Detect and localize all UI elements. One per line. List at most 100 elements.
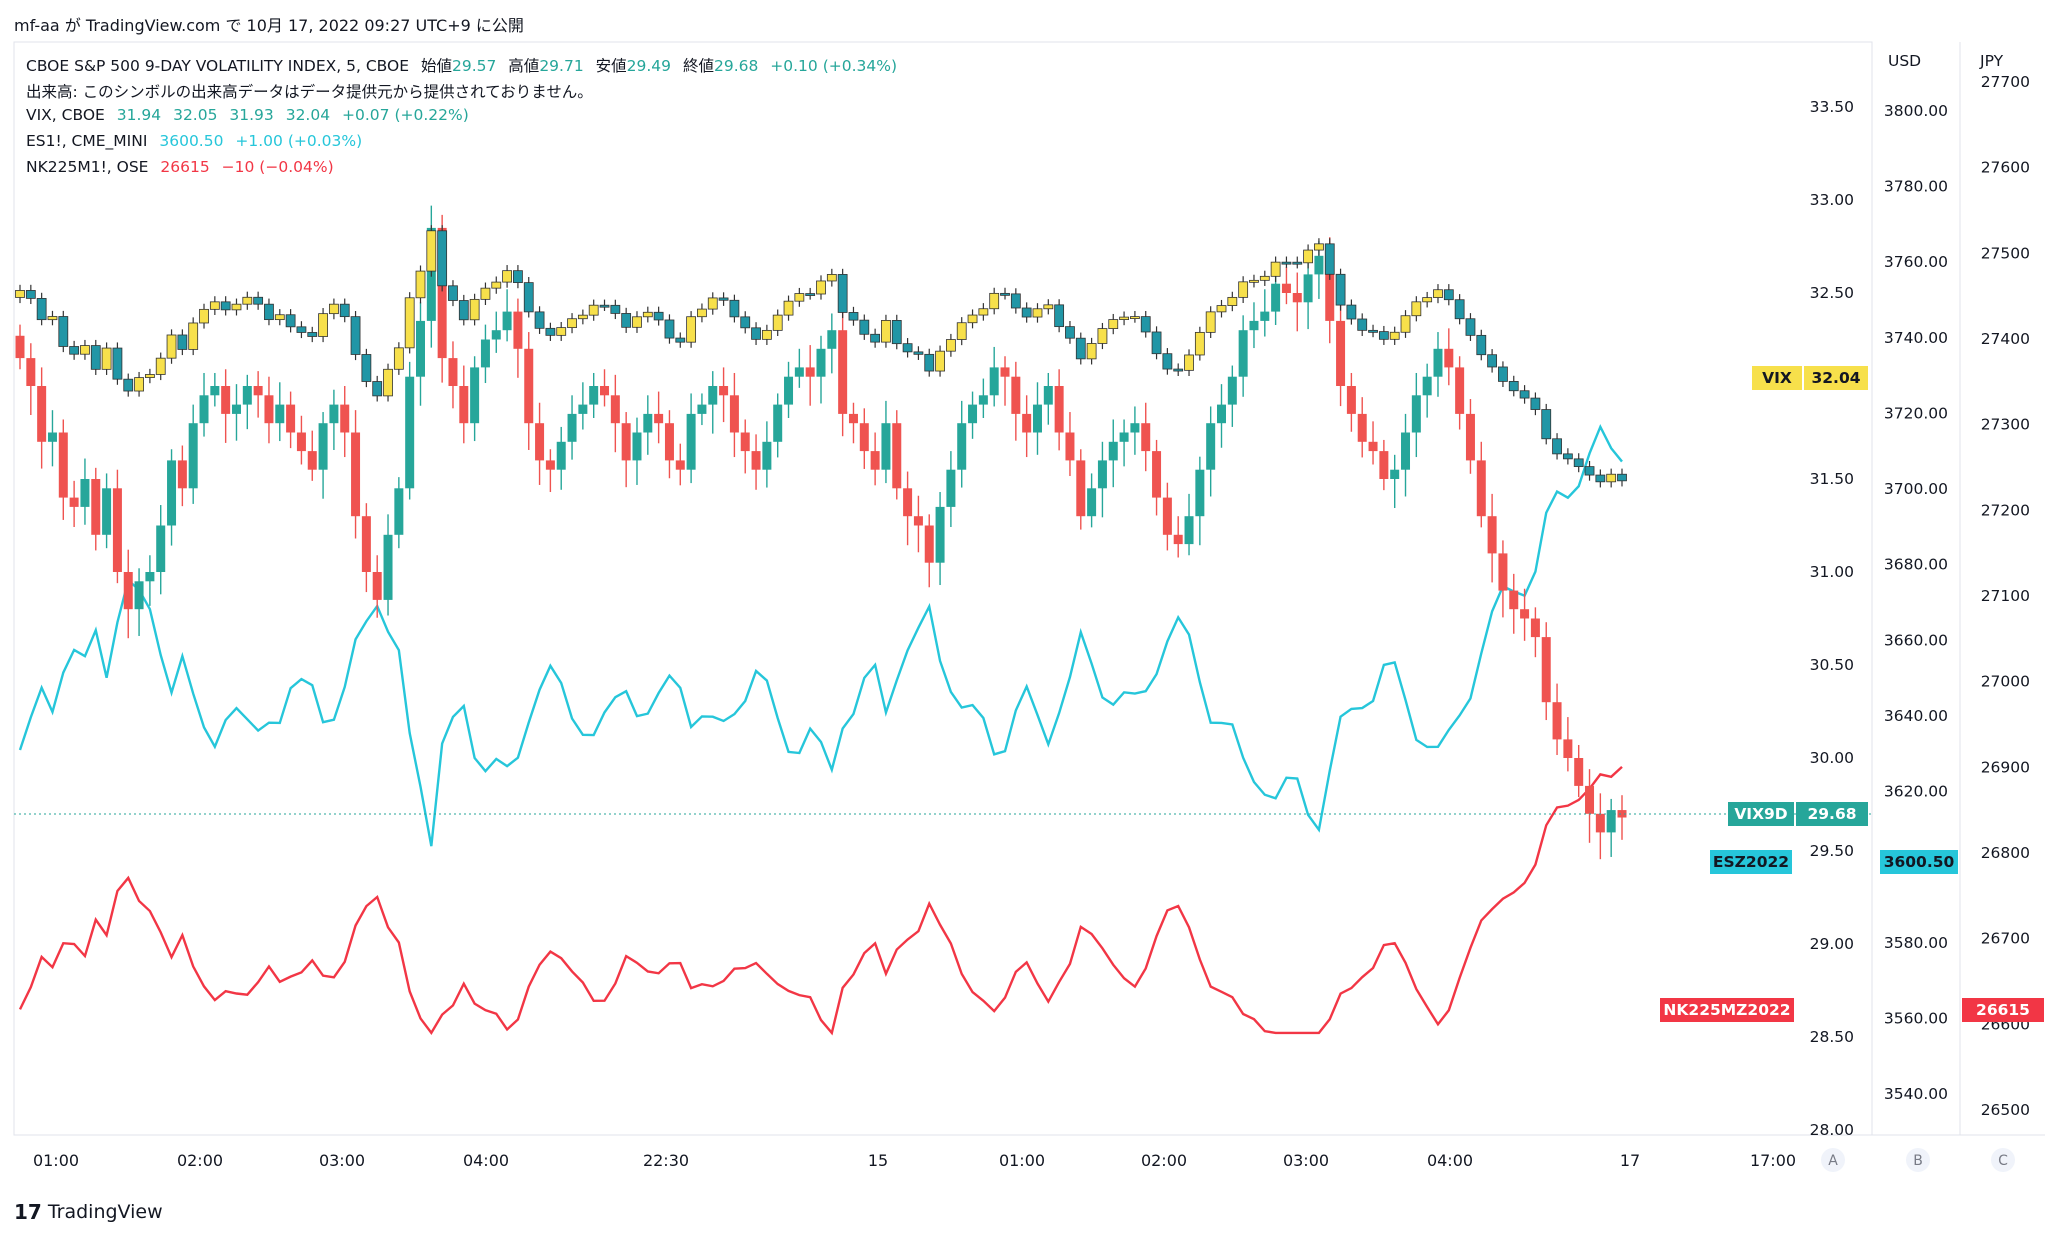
vix-candle-body (448, 285, 458, 301)
vix-candle-body (1411, 301, 1422, 317)
vix9d-candle-body (556, 441, 566, 470)
vix9d-candle-body (1455, 367, 1465, 414)
vix-candle-body (101, 347, 112, 370)
brand-logo[interactable]: 17 TradingView (14, 1200, 163, 1224)
legend-main[interactable]: CBOE S&P 500 9-DAY VOLATILITY INDEX, 5, … (26, 54, 904, 76)
vix9d-candle-body (708, 386, 718, 405)
vix9d-candle-body (1368, 441, 1378, 452)
vix9d-candle-body (913, 516, 923, 526)
nk-line-series (18, 765, 1623, 1036)
vix9d-candle-body (1206, 423, 1216, 470)
vix9d-candle-body (859, 423, 869, 452)
scale-button-c (1991, 1148, 2015, 1172)
vix-candle-body (707, 297, 718, 310)
vix-candle-body (1292, 261, 1303, 265)
vix-candle-body (1324, 243, 1335, 275)
vix-candle-body (1130, 316, 1140, 319)
vix-candle-body (826, 274, 837, 282)
vix-candle-body (751, 327, 761, 340)
time-tick-label: 17 (1620, 1151, 1640, 1170)
vix-candle-body (1519, 390, 1530, 399)
vix9d-tick-label: 29.50 (1810, 842, 1854, 860)
vix-candle-body (1389, 331, 1400, 340)
vix-candle-body (144, 374, 155, 378)
vix-candle-body (58, 316, 69, 347)
scale-button-label: B (1913, 1153, 1923, 1169)
vix-candle-body (513, 270, 523, 284)
vix-candle-body (1238, 281, 1249, 298)
vix9d-candle-body (946, 469, 956, 507)
vix-candle-body (956, 322, 967, 340)
vix9d-candle-body (1119, 432, 1129, 442)
vix9d-candle-body (470, 367, 480, 424)
vix-candle-body (1368, 329, 1378, 333)
vix9d-candle-body (80, 479, 90, 507)
vix-candle-body (361, 354, 372, 382)
vix-candle-body (339, 303, 350, 318)
vix-candle-body (1151, 331, 1162, 355)
vix9d-candle-body (15, 335, 25, 359)
vix-candle-body (870, 333, 881, 343)
time-tick-label: 15 (868, 1151, 888, 1170)
vix9d-candle-body (1022, 413, 1032, 433)
vix-candle-body (794, 293, 805, 302)
vix-candle-body (329, 303, 339, 315)
vix9d-candle-body (1130, 423, 1140, 433)
legend-open: 始値29.57 (420, 57, 497, 75)
vix9d-candle-body (416, 320, 425, 377)
vix-candle-body (1562, 453, 1573, 460)
vix-candle-body (177, 334, 188, 350)
vix-candle-body (25, 290, 36, 299)
vix-candle-body (123, 378, 134, 392)
vix-candle-body (372, 381, 383, 397)
time-tick-label: 04:00 (1427, 1151, 1473, 1170)
vix9d-candle-body (405, 376, 415, 489)
vix-candle-body (1595, 474, 1606, 483)
time-tick-label: 02:00 (177, 1151, 223, 1170)
legend-vix[interactable]: VIX, CBOE 31.94 32.05 31.93 32.04 +0.07 … (26, 106, 476, 124)
vix-candle-body (209, 301, 220, 310)
vix-candle-body (1476, 334, 1487, 356)
legend-nk[interactable]: NK225M1!, OSE 26615 −10 (−0.04%) (26, 158, 341, 176)
vix9d-candle-body (123, 572, 133, 610)
vix-candle-body (69, 346, 80, 355)
vix-candle-body (935, 350, 945, 372)
vix9d-candle-body (675, 460, 685, 470)
vix-candle-body (848, 312, 859, 321)
vix9d-candle-body (773, 404, 783, 442)
vix-candle-body (761, 329, 772, 340)
vix-candle-body (577, 314, 588, 320)
vix-tag-value: 32.04 (1811, 369, 1860, 387)
vix-candle-body (567, 318, 577, 329)
vix9d-candle-body (1043, 386, 1053, 405)
vix9d-candle-body (188, 423, 198, 489)
vix-candle-body (1584, 466, 1595, 476)
vix9d-candle-body (437, 227, 447, 359)
vix9d-candle-body (1108, 441, 1118, 461)
vix9d-candle-body (275, 404, 285, 424)
vix9d-candle-body (924, 525, 934, 563)
vix-candle-body (1541, 409, 1552, 440)
vix-candle-body (881, 320, 891, 343)
vix-candle-body (242, 296, 253, 305)
axes: 33.50 33.00 32.50 31.50 31.00 30.50 30.00 29.50… (33, 52, 2030, 1172)
vix9d-candle-body (686, 413, 696, 470)
vix9d-candle-body (816, 348, 826, 377)
vix9d-candle-body (1314, 255, 1324, 275)
vix9d-candle-body (134, 581, 144, 610)
scale-button-label: C (1998, 1153, 2008, 1169)
vix-candle-body (1487, 354, 1498, 368)
vix-candle-body (1249, 279, 1259, 283)
vix9d-candle-body (535, 423, 545, 461)
vix9d-candle-body (156, 525, 166, 572)
vix-candle-body (1054, 304, 1065, 328)
vix9d-candle-body (231, 404, 241, 414)
jpy-scale-header: JPY (1979, 52, 2004, 70)
legend-main-title: CBOE S&P 500 9-DAY VOLATILITY INDEX, 5, … (26, 57, 410, 75)
jpy-tick-label: 27100 (1981, 587, 2030, 605)
vix9d-candle-body (502, 311, 512, 331)
vix9d-candle-body (524, 348, 534, 424)
vix9d-candle-body (600, 386, 610, 396)
legend-es[interactable]: ES1!, CME_MINI 3600.50 +1.00 (+0.03%) (26, 132, 369, 150)
